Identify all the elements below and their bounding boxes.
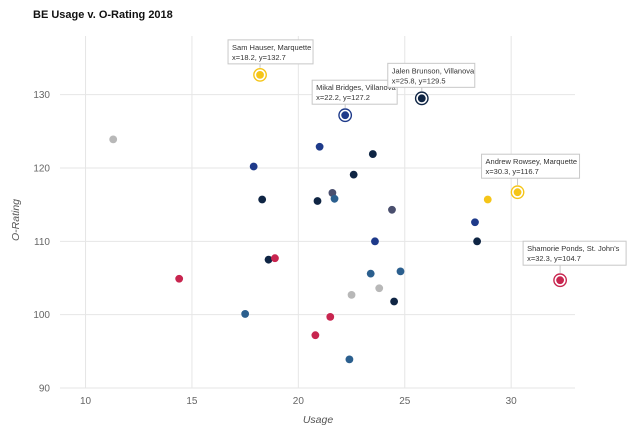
tooltip-box	[227, 39, 314, 65]
data-point[interactable]	[315, 142, 324, 151]
x-tick-label: 10	[80, 396, 92, 407]
data-point[interactable]	[388, 205, 396, 214]
tooltip-name: Sam Hauser, Marquette	[232, 43, 311, 52]
tooltip-coords: x=22.2, y=127.2	[316, 93, 370, 102]
y-tick-label: 120	[33, 164, 50, 175]
data-point[interactable]	[349, 170, 358, 179]
chart-title: BE Usage v. O-Rating 2018	[33, 9, 173, 21]
data-point[interactable]	[341, 111, 350, 120]
data-point[interactable]	[513, 188, 522, 197]
data-point[interactable]	[311, 331, 320, 340]
tooltip-name: Shamorie Ponds, St. John's	[527, 244, 620, 253]
tooltip-box	[387, 62, 476, 88]
tooltip-coords: x=18.2, y=132.7	[232, 53, 286, 62]
data-point[interactable]	[249, 162, 258, 171]
tick-labels: 10 15 20 25 30 90 100 110 120 130	[33, 90, 517, 407]
data-point[interactable]	[109, 135, 118, 144]
data-point[interactable]	[347, 290, 356, 299]
tooltip-box	[522, 240, 627, 266]
data-point[interactable]	[345, 355, 354, 364]
x-axis-title: Usage	[303, 414, 334, 426]
y-tick-label: 100	[33, 310, 50, 321]
tooltip-coords: x=25.8, y=129.5	[392, 76, 446, 85]
x-tick-label: 30	[506, 396, 518, 407]
data-point[interactable]	[271, 254, 279, 263]
data-point[interactable]	[417, 94, 426, 103]
tooltip: Shamorie Ponds, St. John'sx=32.3, y=104.…	[522, 240, 627, 274]
data-point[interactable]	[175, 274, 184, 283]
data-point[interactable]	[258, 195, 267, 204]
data-point[interactable]	[313, 197, 322, 205]
data-point[interactable]	[396, 267, 405, 276]
data-point[interactable]	[241, 310, 250, 318]
tooltip-box	[481, 153, 581, 179]
data-point[interactable]	[368, 150, 377, 158]
axis-titles: Usage O-Rating	[10, 199, 333, 426]
data-point[interactable]	[326, 312, 335, 321]
tooltip-coords: x=30.3, y=116.7	[486, 167, 539, 176]
data-point[interactable]	[371, 237, 379, 246]
data-point[interactable]	[256, 70, 264, 79]
data-point[interactable]	[390, 297, 399, 306]
data-point[interactable]	[556, 276, 565, 285]
data-point[interactable]	[328, 189, 337, 197]
y-axis-title: O-Rating	[10, 199, 22, 241]
tooltip-name: Mikal Bridges, Villanova	[316, 83, 396, 92]
data-points	[109, 67, 568, 364]
data-point[interactable]	[330, 194, 339, 203]
data-point[interactable]	[366, 269, 375, 278]
tooltip-name: Jalen Brunson, Villanova	[392, 66, 475, 75]
y-tick-label: 110	[34, 237, 50, 248]
y-tick-label: 90	[39, 384, 51, 395]
data-point[interactable]	[375, 284, 384, 293]
x-tick-label: 25	[399, 396, 411, 407]
tooltip-coords: x=32.3, y=104.7	[527, 254, 581, 263]
data-point[interactable]	[483, 195, 492, 204]
y-tick-label: 130	[33, 90, 50, 101]
x-tick-label: 15	[186, 396, 198, 407]
tooltip-name: Andrew Rowsey, Marquette	[486, 157, 578, 166]
tooltip-box	[311, 79, 398, 105]
x-tick-label: 20	[293, 396, 305, 407]
data-point[interactable]	[473, 237, 482, 246]
data-point[interactable]	[471, 218, 479, 227]
data-point[interactable]	[264, 255, 273, 264]
